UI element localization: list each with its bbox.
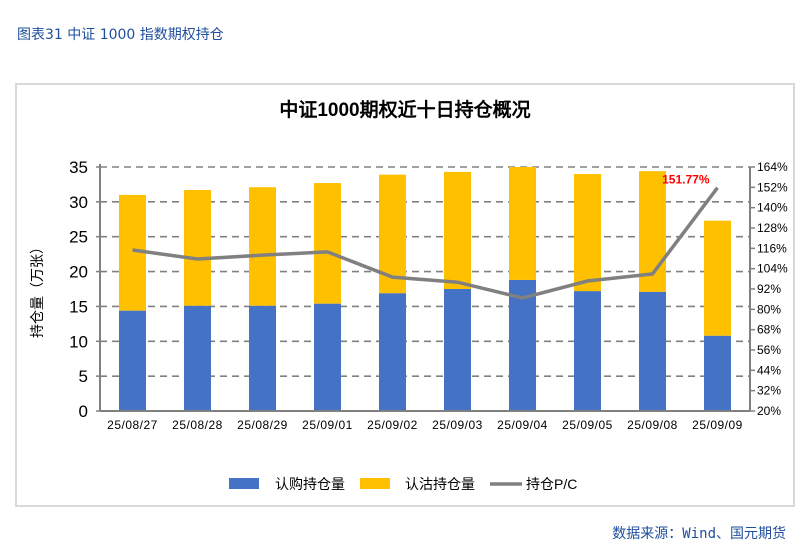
x-tick-label: 25/08/27 (107, 418, 158, 432)
y-tick-label: 10 (69, 332, 88, 351)
y2-tick-label: 20% (757, 404, 781, 418)
y-tick-label: 15 (69, 297, 88, 316)
y2-tick-label: 104% (757, 262, 788, 276)
y2-tick-label: 44% (757, 363, 781, 377)
x-tick-label: 25/09/02 (367, 418, 418, 432)
y2-tick-label: 164% (757, 160, 788, 174)
y-axis-label: 持仓量（万张） (29, 240, 45, 338)
bar-put (704, 220, 731, 336)
bar-call (119, 310, 146, 411)
x-tick-label: 25/09/01 (302, 418, 353, 432)
x-tick-label: 25/09/09 (692, 418, 743, 432)
y-tick-label: 35 (69, 158, 88, 177)
source-note: 数据来源：Wind、国元期货 (612, 526, 786, 542)
y2-tick-label: 92% (757, 282, 781, 296)
x-tick-label: 25/08/29 (237, 418, 288, 432)
bar-call (379, 293, 406, 411)
bar-call (444, 289, 471, 411)
pc-data-label: 151.77% (662, 173, 710, 187)
chart-title: 中证1000期权近十日持仓概况 (279, 98, 530, 121)
y2-tick-label: 32% (757, 384, 781, 398)
y-tick-label: 5 (79, 367, 88, 386)
figure-title: 图表31 中证 1000 指数期权持仓 (17, 27, 224, 43)
y-tick-label: 25 (69, 228, 88, 247)
legend-label-pc: 持仓P/C (526, 476, 577, 492)
x-tick-label: 25/09/03 (432, 418, 483, 432)
x-tick-label: 25/08/28 (172, 418, 223, 432)
y2-tick-label: 68% (757, 323, 781, 337)
y-tick-label: 30 (69, 193, 88, 212)
y2-tick-label: 116% (757, 241, 787, 255)
x-tick-label: 25/09/05 (562, 418, 613, 432)
legend-swatch-put (360, 478, 390, 489)
bar-call (639, 291, 666, 411)
x-tick-label: 25/09/08 (627, 418, 678, 432)
y-tick-label: 0 (79, 402, 88, 421)
bar-put (249, 187, 276, 306)
y2-tick-label: 80% (757, 302, 781, 316)
y-tick-label: 20 (69, 263, 88, 282)
y2-tick-label: 140% (757, 201, 788, 215)
bar-put (444, 171, 471, 289)
legend-label-put: 认沽持仓量 (405, 476, 475, 492)
y2-tick-label: 56% (757, 343, 781, 357)
bar-call (249, 305, 276, 411)
legend-label-call: 认购持仓量 (275, 476, 345, 492)
bar-call (704, 335, 731, 411)
bar-call (509, 279, 536, 411)
bar-put (184, 190, 211, 306)
legend-swatch-call (229, 478, 259, 489)
bar-call (314, 303, 341, 411)
y2-tick-label: 152% (757, 180, 788, 194)
bar-call (184, 305, 211, 411)
chart-frame (15, 83, 795, 507)
bar-put (314, 183, 341, 304)
y2-tick-label: 128% (757, 221, 788, 235)
bar-put (574, 173, 601, 292)
x-tick-label: 25/09/04 (497, 418, 548, 432)
bar-put (509, 167, 536, 280)
bar-call (574, 291, 601, 411)
pc-line (132, 186, 719, 300)
